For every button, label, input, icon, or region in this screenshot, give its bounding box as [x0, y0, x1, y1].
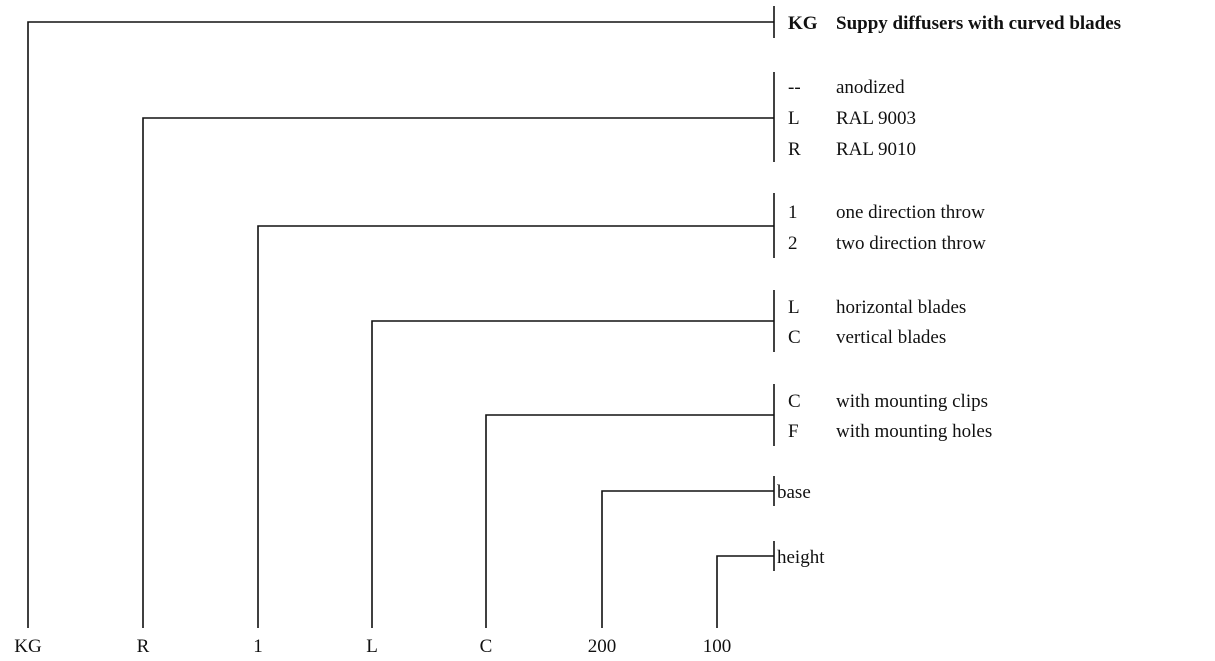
- option-label: one direction throw: [836, 202, 985, 223]
- option-code: F: [788, 421, 799, 442]
- connector-mounting: [485, 384, 775, 628]
- title-label: Suppy diffusers with curved blades: [836, 13, 1121, 34]
- option-label: horizontal blades: [836, 297, 966, 318]
- title-code: KG: [788, 13, 818, 34]
- option-code: --: [788, 77, 801, 98]
- blade-options: L horizontal blades C vertical blades: [788, 297, 966, 348]
- option-label: with mounting clips: [836, 391, 988, 412]
- option-code: 2: [788, 233, 798, 254]
- connector-blades: [371, 290, 775, 628]
- connector-kg: [27, 6, 775, 628]
- code-kg: KG: [14, 636, 42, 657]
- code-finish: R: [137, 636, 150, 657]
- code-height: 100: [703, 636, 732, 657]
- connector-base: [601, 476, 775, 628]
- code-blades: L: [366, 636, 378, 657]
- option-code: R: [788, 139, 801, 160]
- finish-options: -- anodized L RAL 9003 R RAL 9010: [788, 77, 916, 160]
- base-label: base: [777, 482, 811, 503]
- code-throw: 1: [253, 636, 263, 657]
- height-label: height: [777, 547, 825, 568]
- dimension-labels: base height: [777, 482, 825, 568]
- mounting-options: C with mounting clips F with mounting ho…: [788, 391, 992, 442]
- code-mounting: C: [480, 636, 493, 657]
- option-label: anodized: [836, 77, 905, 98]
- option-code: 1: [788, 202, 798, 223]
- option-label: with mounting holes: [836, 421, 992, 442]
- connector-height: [716, 541, 775, 628]
- option-code: C: [788, 327, 801, 348]
- option-label: RAL 9010: [836, 139, 916, 160]
- option-label: RAL 9003: [836, 108, 916, 129]
- option-code: C: [788, 391, 801, 412]
- option-code: L: [788, 297, 800, 318]
- code-base: 200: [588, 636, 617, 657]
- product-title: KG Suppy diffusers with curved blades: [788, 13, 1121, 34]
- option-label: vertical blades: [836, 327, 946, 348]
- option-label: two direction throw: [836, 233, 986, 254]
- option-code: L: [788, 108, 800, 129]
- throw-options: 1 one direction throw 2 two direction th…: [788, 202, 986, 254]
- product-code-row: KG R 1 L C 200 100: [14, 636, 731, 657]
- connector-throw: [257, 193, 775, 628]
- connector-finish: [142, 72, 775, 628]
